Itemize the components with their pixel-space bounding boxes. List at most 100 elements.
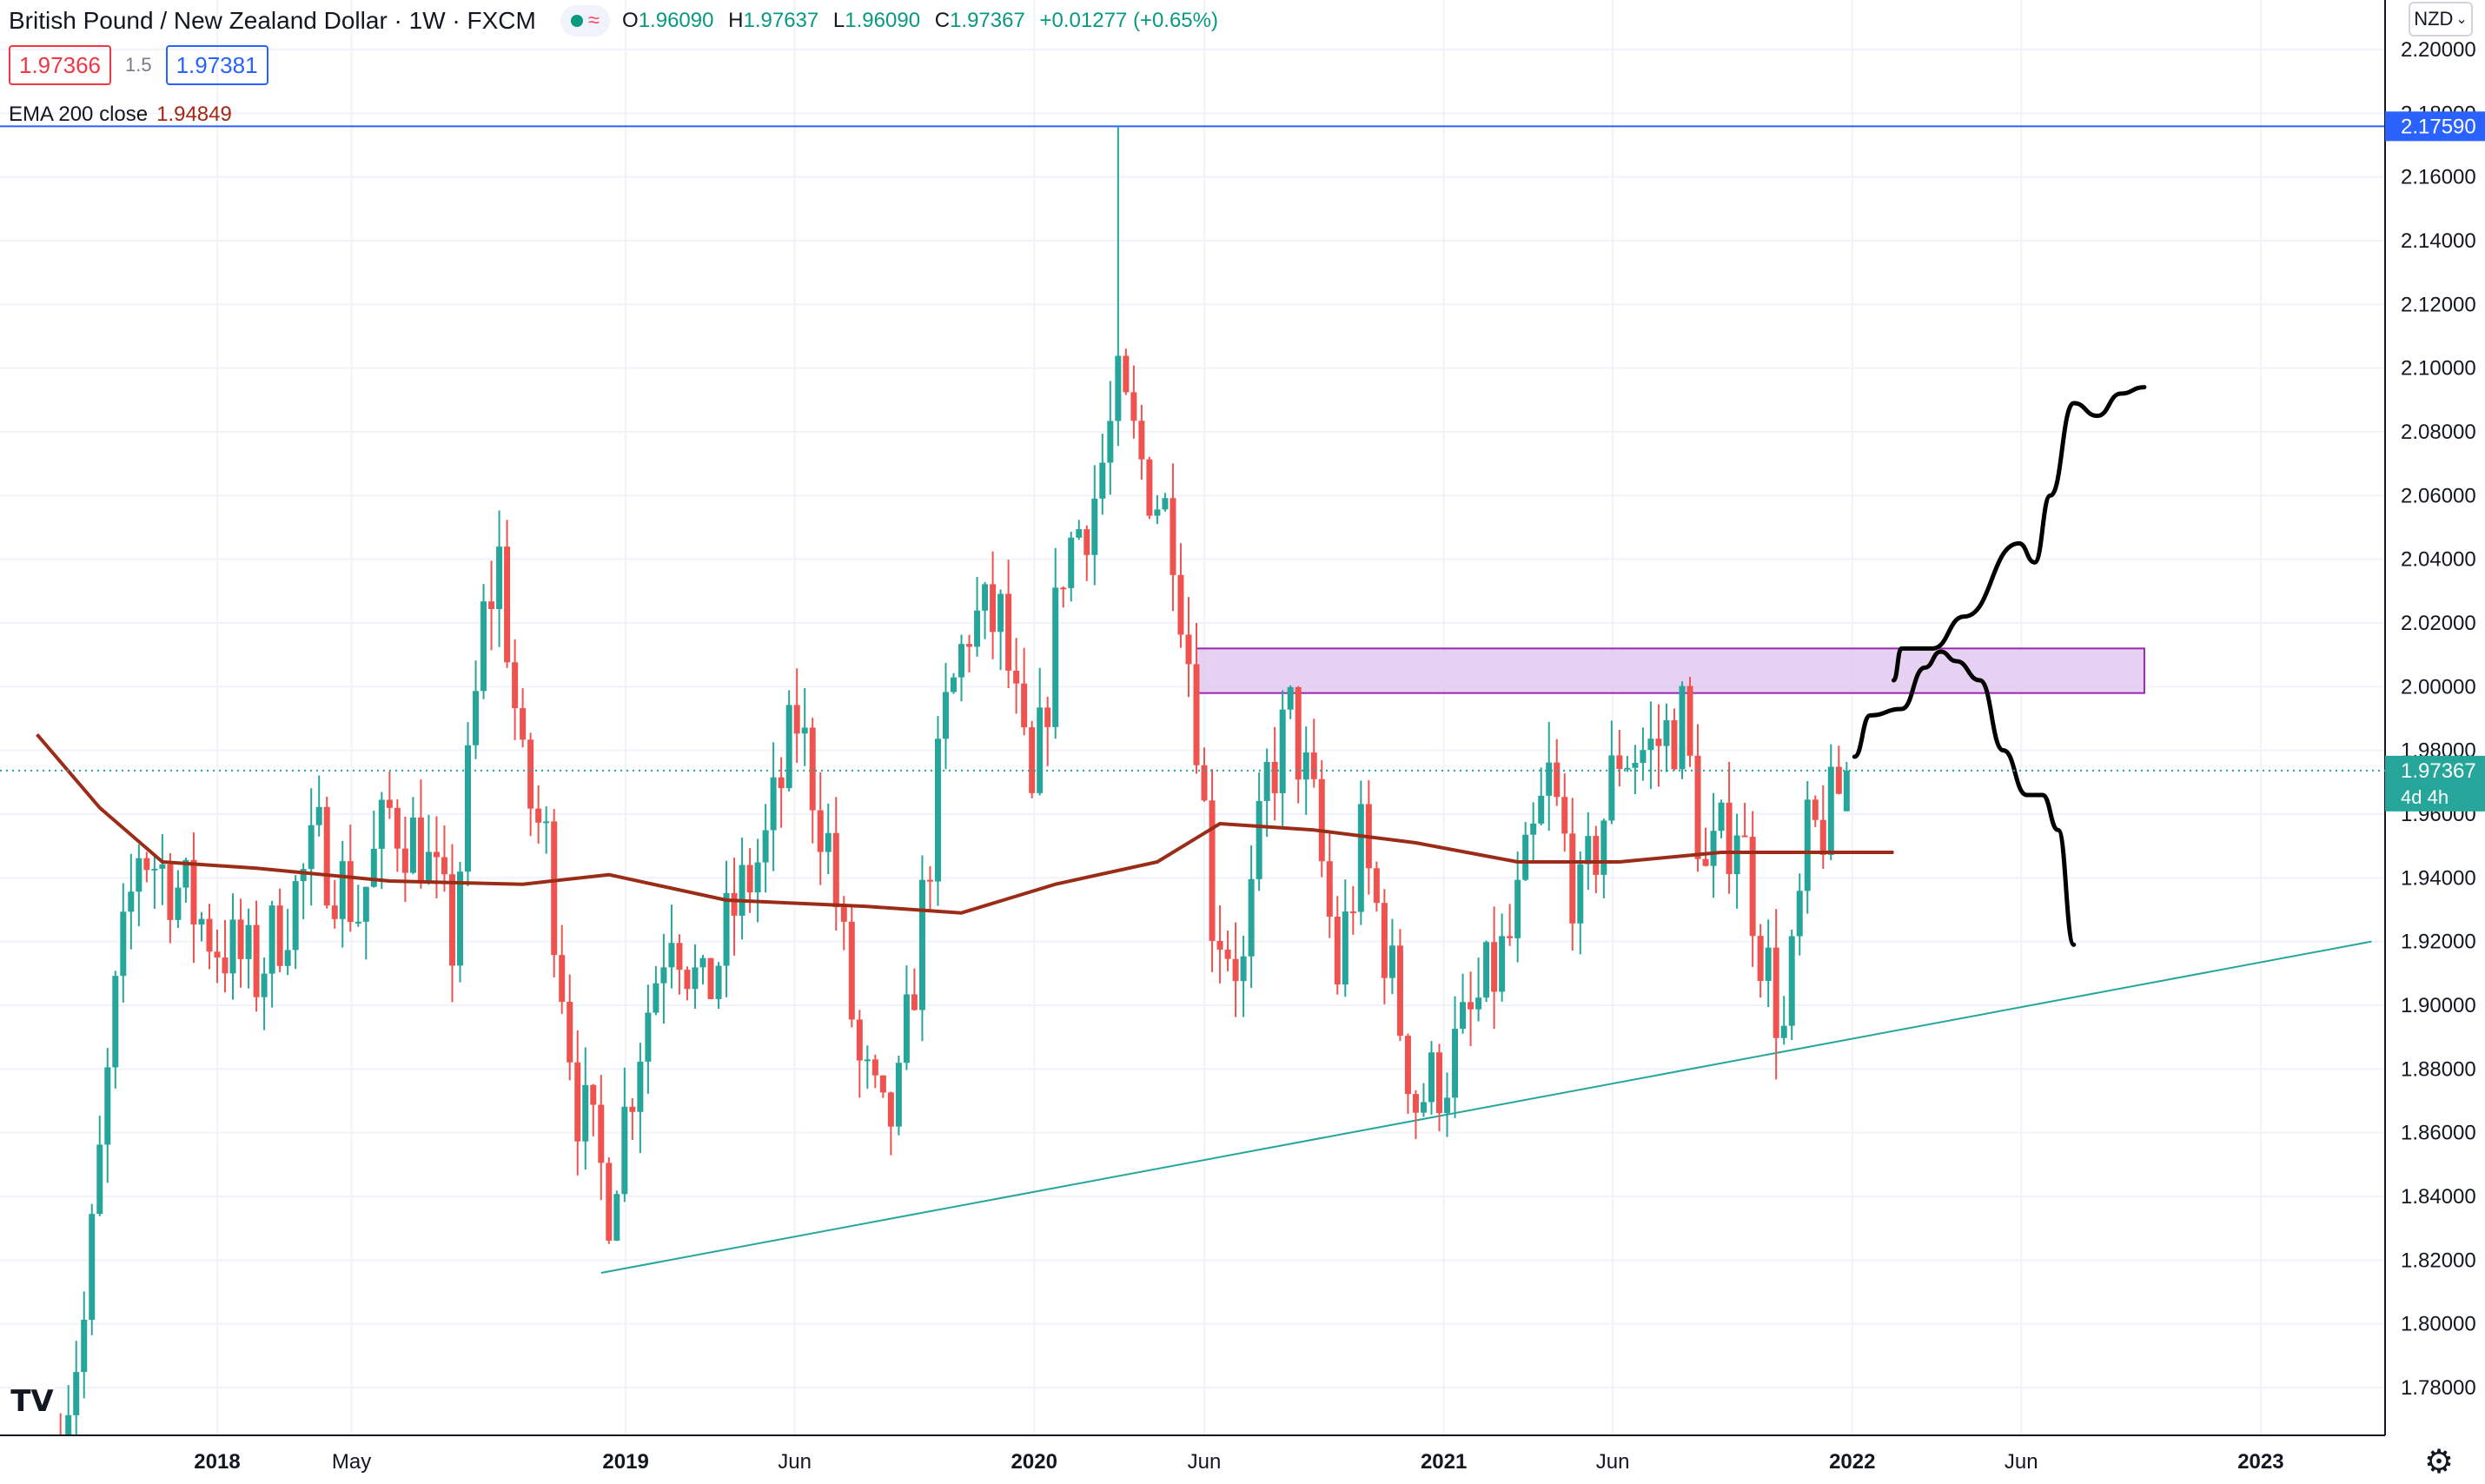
candle-body: [1123, 355, 1130, 393]
time-tick-label: 2019: [602, 1450, 648, 1474]
candle-body: [676, 943, 683, 971]
candle-body: [574, 1062, 581, 1142]
gear-icon[interactable]: ⚙: [2424, 1444, 2455, 1481]
projection-path-1: [1852, 649, 2077, 947]
symbol-title[interactable]: British Pound / New Zealand Dollar · 1W …: [9, 7, 536, 34]
candle-body: [1671, 719, 1678, 770]
time-tick-label: 2022: [1829, 1450, 1875, 1474]
close-value: 1.97367: [950, 9, 1025, 32]
candle-body: [1381, 903, 1388, 978]
candle-body: [1170, 498, 1176, 575]
price-tick-label: 2.10000: [2401, 357, 2476, 381]
time-axis[interactable]: 2018 May 2019 Jun 2020 Jun 2021 Jun 2022 Jun 2023: [0, 1434, 2385, 1484]
wave-icon: ≈: [587, 9, 600, 32]
candle-body: [1037, 707, 1044, 793]
currency-selector[interactable]: NZD ⌄: [2409, 2, 2473, 36]
candle-body: [1005, 593, 1012, 671]
candle-body: [175, 887, 182, 920]
time-tick-label: Jun: [1596, 1450, 1630, 1474]
candle-body: [1138, 421, 1145, 460]
candle-body: [551, 821, 558, 956]
price-tick-label: 2.02000: [2401, 612, 2476, 635]
candle-body: [433, 851, 440, 858]
candle-body: [793, 705, 800, 734]
time-tick-label: Jun: [1188, 1450, 1222, 1474]
price-tick-label: 1.78000: [2401, 1376, 2476, 1400]
candle-body: [731, 892, 738, 916]
currency-label: NZD: [2414, 8, 2454, 30]
low-label: L: [832, 9, 845, 32]
trend-line[interactable]: [600, 940, 2372, 1274]
candle-body: [1115, 355, 1122, 421]
price-tick-label: 2.14000: [2401, 229, 2476, 253]
candle-body: [456, 871, 463, 966]
price-tick-label: 2.06000: [2401, 484, 2476, 507]
candle-body: [182, 859, 189, 888]
candle-body: [606, 1163, 613, 1241]
candle-body: [159, 864, 166, 869]
candle-body: [1835, 766, 1842, 794]
candle-body: [1843, 770, 1850, 812]
sell-button[interactable]: 1.97366: [9, 45, 111, 85]
candle-body: [417, 817, 424, 884]
candle-body: [1468, 1002, 1474, 1010]
candle-body: [1593, 836, 1600, 875]
candle-body: [1130, 392, 1137, 421]
candle-body: [1256, 800, 1262, 879]
candle-body: [911, 994, 918, 1010]
candle-body: [1530, 823, 1537, 835]
time-tick-label: May: [332, 1450, 371, 1474]
candle-body: [496, 547, 503, 610]
candle-body: [1702, 858, 1709, 866]
status-pill[interactable]: ≈: [560, 5, 611, 36]
supply-zone[interactable]: [1196, 647, 2145, 694]
buy-button[interactable]: 1.97381: [165, 45, 268, 85]
candle-body: [1318, 778, 1325, 862]
time-tick-label: Jun: [778, 1450, 812, 1474]
candle-body: [903, 994, 910, 1063]
candle-body: [887, 1092, 894, 1127]
ema-legend[interactable]: EMA 200 close 1.94849: [9, 103, 232, 127]
candle-body: [692, 967, 699, 990]
projection-drawings[interactable]: [1852, 385, 2147, 947]
candle-body: [300, 869, 307, 882]
candle-body: [323, 806, 330, 906]
candle-body: [739, 865, 746, 916]
candle-body: [120, 911, 127, 977]
last-price-tag: [2385, 755, 2485, 812]
candle-body: [1655, 739, 1662, 746]
candle-body: [1686, 686, 1693, 756]
candle-body: [480, 601, 487, 692]
price-tick-label: 1.86000: [2401, 1122, 2476, 1145]
candle-body: [229, 919, 236, 974]
tradingview-logo-icon[interactable]: TV: [5, 1380, 59, 1423]
countdown-text: 4d 4h: [2401, 786, 2449, 808]
candle-body: [762, 830, 769, 863]
candle-body: [982, 584, 989, 611]
candle-body: [1796, 891, 1803, 937]
candle-body: [1083, 529, 1090, 555]
candle-body: [864, 1059, 871, 1062]
candle-body: [1460, 1002, 1467, 1030]
candle-body: [1396, 945, 1403, 1037]
candles: [57, 126, 1850, 1484]
candle-body: [1201, 765, 1208, 801]
price-tick-label: 1.84000: [2401, 1185, 2476, 1209]
candle-body: [214, 951, 221, 958]
price-tick-label: 1.90000: [2401, 994, 2476, 1017]
candle-body: [1749, 837, 1756, 937]
candle-body: [1271, 761, 1278, 793]
candle-body: [1146, 459, 1153, 516]
candle-body: [645, 1012, 652, 1062]
candle-body: [1342, 911, 1349, 985]
price-tick-label: 2.12000: [2401, 293, 2476, 316]
time-tick-label: 2020: [1011, 1450, 1057, 1474]
candle-body: [1240, 956, 1247, 982]
candle-body: [198, 918, 205, 925]
candle-body: [206, 918, 213, 952]
candle-body: [308, 825, 315, 870]
candle-body: [715, 965, 722, 999]
candle-body: [504, 547, 511, 663]
